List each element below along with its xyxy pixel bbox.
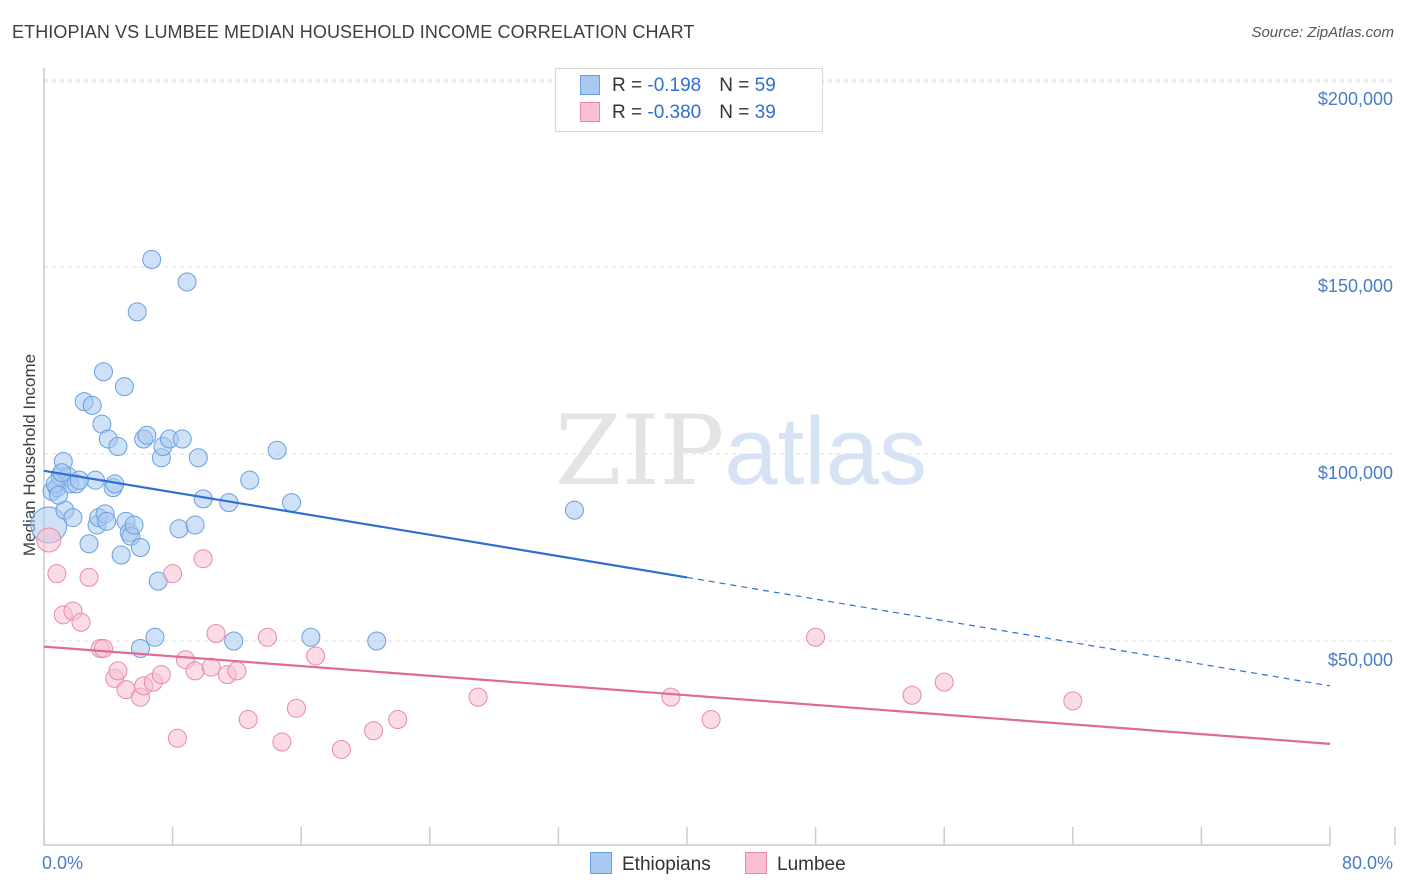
lumbee-point <box>93 638 113 658</box>
ethiopian-point <box>82 395 102 415</box>
lumbee-point <box>36 527 62 553</box>
lumbee-point <box>272 732 292 752</box>
bottom-legend-swatch-lumbee <box>745 852 767 874</box>
bottom-legend-swatch-ethiopians <box>590 852 612 874</box>
watermark-atlas: atlas <box>724 398 927 505</box>
lumbee-point <box>193 549 213 569</box>
ethiopian-point <box>137 425 157 445</box>
ethiopian-point <box>564 500 584 520</box>
legend-r-value: -0.380 <box>647 102 702 123</box>
legend-r-value: -0.198 <box>647 75 702 96</box>
lumbee-point <box>71 612 91 632</box>
legend-n-value: 59 <box>754 75 776 96</box>
bottom-legend-label-lumbee: Lumbee <box>777 854 846 875</box>
x-tick-label: 80.0% <box>1342 853 1393 873</box>
lumbee-point <box>227 661 247 681</box>
ethiopian-point <box>108 437 128 457</box>
watermark-zip: ZIP <box>555 395 725 507</box>
lumbee-point <box>331 739 351 759</box>
ethiopian-point <box>145 627 165 647</box>
lumbee-point <box>1063 691 1083 711</box>
ethiopian-point <box>93 362 113 382</box>
ethiopian-point <box>240 470 260 490</box>
ethiopian-point <box>124 515 144 535</box>
bottom-legend-ethiopians: Ethiopians <box>590 852 711 876</box>
lumbee-point <box>238 710 258 730</box>
lumbee-point <box>661 687 681 707</box>
lumbee-point <box>902 685 922 705</box>
ethiopian-point <box>177 272 197 292</box>
legend-swatch-ethiopians <box>580 75 600 95</box>
ethiopian-point <box>63 508 83 528</box>
ethiopian-point <box>301 627 321 647</box>
y-tick-label: $200,000 <box>1318 89 1393 109</box>
source-credit: Source: ZipAtlas.com <box>1251 24 1394 41</box>
lumbee-point <box>163 564 183 584</box>
ethiopian-point <box>114 377 134 397</box>
ethiopian-point <box>130 538 150 557</box>
legend-r-label: R = <box>612 75 648 96</box>
watermark: ZIPatlas <box>555 395 927 507</box>
correlation-legend: R = -0.198 N = 59 R = -0.380 N = 39 <box>555 68 823 132</box>
ethiopian-point <box>79 534 99 554</box>
ethiopian-trend-line <box>43 469 688 579</box>
ethiopian-point <box>142 250 162 270</box>
ethiopian-point <box>127 302 147 322</box>
lumbee-point <box>201 657 221 677</box>
ethiopian-point <box>188 448 208 468</box>
ethiopian-point <box>97 511 117 531</box>
ethiopian-point <box>185 515 205 535</box>
ethiopian-point <box>48 485 68 505</box>
ethiopian-point <box>69 470 89 490</box>
lumbee-point <box>185 661 205 681</box>
legend-n-label: N = <box>719 75 755 96</box>
legend-row-ethiopians: R = -0.198 N = 59 <box>580 75 776 99</box>
lumbee-point <box>468 687 488 707</box>
ethiopian-point <box>282 493 302 513</box>
y-tick-label: $100,000 <box>1318 463 1393 483</box>
ethiopian-point <box>169 519 189 539</box>
lumbee-point <box>108 661 128 681</box>
ethiopian-point <box>367 631 387 651</box>
ethiopian-trend-extension <box>686 576 1331 687</box>
lumbee-point <box>934 672 954 692</box>
lumbee-point <box>79 567 99 587</box>
lumbee-point <box>806 627 826 647</box>
lumbee-point <box>701 710 721 730</box>
lumbee-point <box>306 646 326 666</box>
lumbee-point <box>151 665 171 685</box>
ethiopian-point <box>224 631 244 651</box>
lumbee-point <box>286 698 306 718</box>
lumbee-point <box>206 624 226 644</box>
chart-title: ETHIOPIAN VS LUMBEE MEDIAN HOUSEHOLD INC… <box>12 22 695 42</box>
y-tick-label: $150,000 <box>1318 276 1393 296</box>
lumbee-trend-line <box>43 645 1331 745</box>
y-tick-label: $50,000 <box>1328 650 1393 670</box>
legend-n-value: 39 <box>754 102 776 123</box>
ethiopian-point <box>267 440 287 460</box>
legend-n-label: N = <box>719 102 755 123</box>
ethiopian-point <box>111 545 131 565</box>
lumbee-point <box>47 564 67 584</box>
legend-swatch-lumbee <box>580 102 600 122</box>
lumbee-point <box>167 728 187 748</box>
lumbee-point <box>364 721 384 741</box>
x-tick-label: 0.0% <box>42 853 83 873</box>
bottom-legend-label-ethiopians: Ethiopians <box>622 854 711 875</box>
legend-r-label: R = <box>612 102 648 123</box>
lumbee-point <box>257 627 277 647</box>
bottom-legend-lumbee: Lumbee <box>745 852 846 876</box>
lumbee-point <box>388 710 408 730</box>
legend-row-lumbee: R = -0.380 N = 39 <box>580 102 776 126</box>
ethiopian-point <box>172 429 192 449</box>
